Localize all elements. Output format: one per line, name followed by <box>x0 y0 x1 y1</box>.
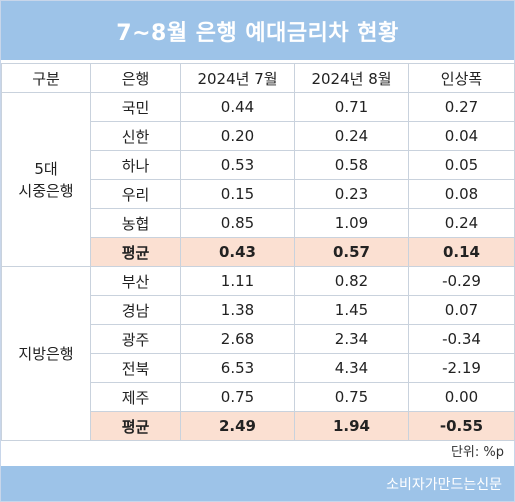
bank-name: 부산 <box>90 266 181 296</box>
rate-july: 0.75 <box>180 382 295 412</box>
average-diff: -0.55 <box>408 411 515 441</box>
rate-august: 0.71 <box>294 92 409 122</box>
rate-july: 0.85 <box>180 208 295 238</box>
source-footer: 소비자가만드는신문 <box>1 466 514 501</box>
table-row: 경남 1.38 1.45 0.07 <box>2 295 515 325</box>
average-august: 1.94 <box>294 411 409 441</box>
average-july: 2.49 <box>180 411 295 441</box>
group-label-line1: 지방은행 <box>18 344 74 363</box>
average-label: 평균 <box>90 411 181 441</box>
rate-august: 4.34 <box>294 353 409 383</box>
rate-table: 구분 은행 2024년 7월 2024년 8월 인상폭 5대 시중은행 국민 0… <box>1 63 515 441</box>
table-row: 하나 0.53 0.58 0.05 <box>2 150 515 180</box>
page-title: 7~8월 은행 예대금리차 현황 <box>1 1 514 60</box>
rate-diff: -0.34 <box>408 324 515 354</box>
bank-name: 전북 <box>90 353 181 383</box>
table-row: 우리 0.15 0.23 0.08 <box>2 179 515 209</box>
bank-name: 제주 <box>90 382 181 412</box>
rate-august: 0.75 <box>294 382 409 412</box>
average-diff: 0.14 <box>408 237 515 267</box>
bank-name: 하나 <box>90 150 181 180</box>
rate-august: 0.23 <box>294 179 409 209</box>
table-row: 광주 2.68 2.34 -0.34 <box>2 324 515 354</box>
rate-august: 1.45 <box>294 295 409 325</box>
rate-july: 0.44 <box>180 92 295 122</box>
rate-diff: 0.04 <box>408 121 515 151</box>
bank-name: 경남 <box>90 295 181 325</box>
bank-name: 농협 <box>90 208 181 238</box>
bank-name: 우리 <box>90 179 181 209</box>
group-label-line1: 5대 <box>34 159 58 178</box>
bank-name: 광주 <box>90 324 181 354</box>
table-row: 지방은행 부산 1.11 0.82 -0.29 <box>1 266 515 441</box>
bank-name: 신한 <box>90 121 181 151</box>
rate-august: 0.24 <box>294 121 409 151</box>
rate-july: 0.15 <box>180 179 295 209</box>
table-row: 전북 6.53 4.34 -2.19 <box>2 353 515 383</box>
rate-diff: 0.00 <box>408 382 515 412</box>
rate-august: 2.34 <box>294 324 409 354</box>
rate-august: 0.58 <box>294 150 409 180</box>
average-label: 평균 <box>90 237 181 267</box>
publisher-name: 소비자가만드는신문 <box>386 476 502 493</box>
rate-diff: 0.07 <box>408 295 515 325</box>
rate-diff: 0.08 <box>408 179 515 209</box>
average-row: 평균 2.49 1.94 -0.55 <box>2 411 515 441</box>
header-increase: 인상폭 <box>408 63 515 93</box>
average-july: 0.43 <box>180 237 295 267</box>
bank-name: 국민 <box>90 92 181 122</box>
average-row: 평균 0.43 0.57 0.14 <box>2 237 515 267</box>
table-row: 농협 0.85 1.09 0.24 <box>2 208 515 238</box>
rate-july: 2.68 <box>180 324 295 354</box>
group-label-major-banks: 5대 시중은행 <box>1 92 91 267</box>
rate-diff: -2.19 <box>408 353 515 383</box>
rate-diff: 0.27 <box>408 92 515 122</box>
rate-july: 1.11 <box>180 266 295 296</box>
table-header-row: 구분 은행 2024년 7월 2024년 8월 인상폭 <box>1 63 515 93</box>
rate-july: 6.53 <box>180 353 295 383</box>
table-row: 신한 0.20 0.24 0.04 <box>2 121 515 151</box>
group-label-line2: 시중은행 <box>18 181 74 200</box>
group-label-regional-banks: 지방은행 <box>1 266 91 441</box>
average-august: 0.57 <box>294 237 409 267</box>
header-august: 2024년 8월 <box>294 63 409 93</box>
rate-july: 0.20 <box>180 121 295 151</box>
header-july: 2024년 7월 <box>180 63 295 93</box>
rate-august: 1.09 <box>294 208 409 238</box>
header-bank: 은행 <box>90 63 181 93</box>
table-row: 5대 시중은행 국민 0.44 0.71 0.27 <box>1 92 515 267</box>
rate-july: 1.38 <box>180 295 295 325</box>
header-category: 구분 <box>1 63 91 93</box>
rate-diff: 0.24 <box>408 208 515 238</box>
rate-diff: 0.05 <box>408 150 515 180</box>
unit-note: 단위: %p <box>450 445 504 460</box>
rate-diff: -0.29 <box>408 266 515 296</box>
rate-august: 0.82 <box>294 266 409 296</box>
rate-july: 0.53 <box>180 150 295 180</box>
